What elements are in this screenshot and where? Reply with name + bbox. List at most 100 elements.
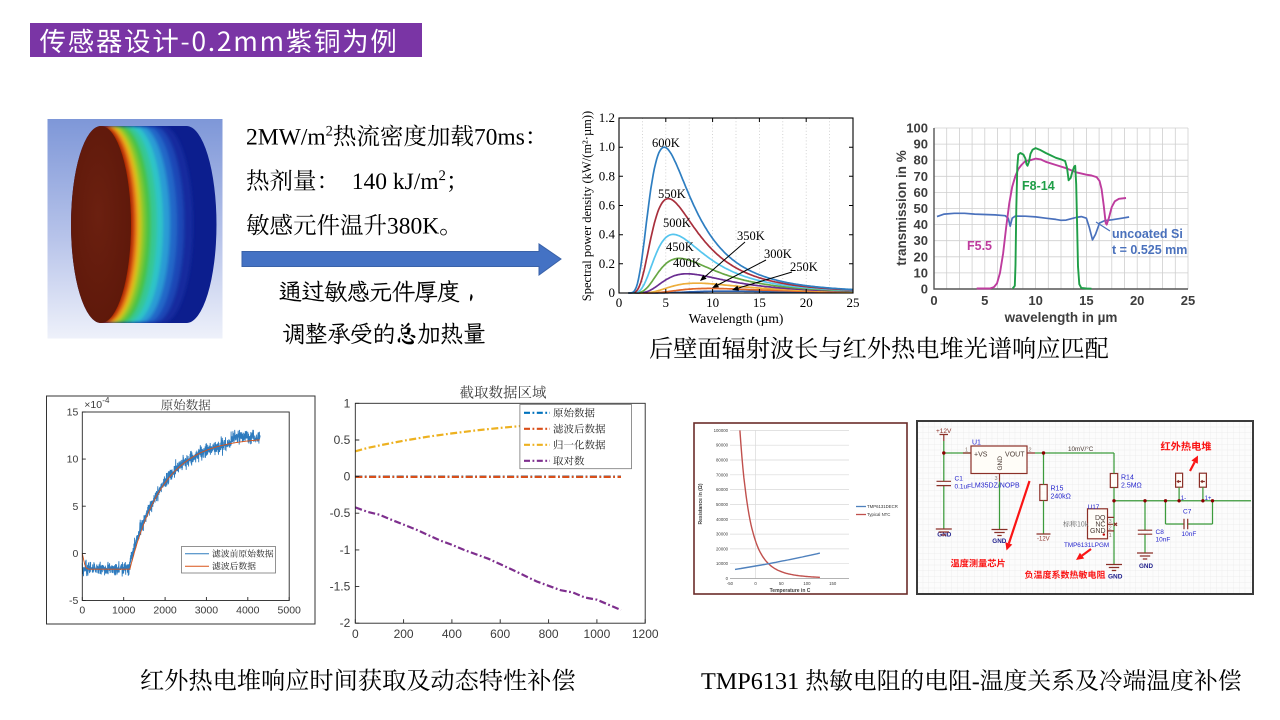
svg-text:-1: -1: [340, 543, 351, 557]
svg-text:500K: 500K: [663, 216, 691, 230]
svg-text:15: 15: [753, 295, 766, 310]
svg-text:0: 0: [616, 295, 623, 310]
svg-text:GND: GND: [1139, 563, 1153, 570]
svg-text:+12V: +12V: [936, 428, 952, 435]
svg-text:1.0: 1.0: [599, 139, 615, 154]
svg-text:200: 200: [394, 627, 414, 641]
svg-text:60000: 60000: [716, 487, 729, 492]
svg-text:1: 1: [1109, 533, 1112, 539]
svg-text:VOUT: VOUT: [1005, 452, 1025, 459]
svg-text:-4: -4: [102, 396, 110, 405]
svg-text:2: 2: [1109, 526, 1112, 532]
svg-text:×10: ×10: [84, 399, 102, 411]
svg-text:0: 0: [726, 576, 729, 581]
svg-text:100: 100: [906, 121, 928, 136]
svg-text:0: 0: [930, 293, 937, 308]
svg-text:15: 15: [67, 407, 79, 419]
svg-text:5000: 5000: [278, 605, 302, 617]
svg-text:10: 10: [67, 454, 79, 466]
svg-text:0.8: 0.8: [599, 168, 615, 183]
svg-text:30: 30: [914, 233, 928, 248]
svg-text:C8: C8: [1156, 529, 1165, 536]
svg-text:GND: GND: [997, 456, 1004, 471]
svg-text:400K: 400K: [673, 256, 701, 270]
svg-text:15: 15: [1079, 293, 1093, 308]
svg-text:wavelength in µm: wavelength in µm: [1004, 310, 1118, 325]
svg-text:U17: U17: [1088, 504, 1100, 511]
svg-text:R15: R15: [1051, 486, 1064, 493]
svg-text:3: 3: [1109, 519, 1112, 525]
svg-text:50: 50: [779, 581, 784, 586]
svg-text:F5.5: F5.5: [967, 239, 992, 253]
svg-text:300K: 300K: [764, 247, 792, 261]
svg-text:600: 600: [490, 627, 510, 641]
svg-text:C1: C1: [955, 476, 964, 483]
svg-text:0: 0: [609, 285, 616, 300]
svg-text:1: 1: [965, 448, 968, 454]
svg-text:40: 40: [914, 217, 928, 232]
svg-text:-2: -2: [340, 616, 351, 630]
svg-text:0: 0: [344, 470, 351, 484]
svg-text:800: 800: [539, 627, 559, 641]
svg-text:240kΩ: 240kΩ: [1051, 494, 1071, 501]
svg-text:+VS: +VS: [974, 452, 988, 459]
svg-text:GND: GND: [1090, 528, 1106, 535]
svg-text:0: 0: [352, 627, 359, 641]
svg-text:20: 20: [914, 249, 928, 264]
svg-text:10: 10: [706, 295, 719, 310]
svg-text:R14: R14: [1121, 475, 1134, 482]
svg-text:1-: 1-: [1181, 496, 1186, 502]
svg-text:5: 5: [663, 295, 670, 310]
svg-text:Resistance in (Ω): Resistance in (Ω): [698, 483, 704, 524]
svg-text:10: 10: [914, 265, 928, 280]
svg-text:3000: 3000: [195, 605, 219, 617]
svg-text:0: 0: [921, 282, 928, 297]
svg-text:0.5: 0.5: [334, 433, 351, 447]
svg-text:80000: 80000: [716, 458, 729, 463]
svg-text:1.2: 1.2: [599, 110, 615, 125]
svg-text:40000: 40000: [716, 517, 729, 522]
svg-text:-50: -50: [727, 581, 734, 586]
svg-text:0: 0: [79, 605, 85, 617]
svg-text:2000: 2000: [153, 605, 177, 617]
svg-text:0.1uF: 0.1uF: [955, 484, 972, 491]
svg-text:Temperature in C: Temperature in C: [770, 588, 811, 594]
svg-text:5: 5: [981, 293, 988, 308]
svg-text:4000: 4000: [236, 605, 260, 617]
svg-text:20000: 20000: [716, 546, 729, 551]
svg-text:25: 25: [847, 295, 860, 310]
svg-text:-1.5: -1.5: [330, 580, 351, 594]
svg-text:U1: U1: [972, 440, 981, 447]
svg-text:50000: 50000: [716, 502, 729, 507]
svg-text:100000: 100000: [714, 428, 729, 433]
svg-text:30000: 30000: [716, 532, 729, 537]
svg-text:1000: 1000: [584, 627, 611, 641]
svg-text:C7: C7: [1183, 509, 1192, 516]
svg-text:0: 0: [72, 548, 78, 560]
svg-text:uncoated Si: uncoated Si: [1112, 227, 1183, 241]
svg-text:0.2: 0.2: [599, 256, 615, 271]
svg-text:1+: 1+: [1205, 496, 1212, 502]
svg-text:10nF: 10nF: [1182, 531, 1197, 538]
svg-text:100: 100: [803, 581, 811, 586]
svg-text:LM35DZ/NOPB: LM35DZ/NOPB: [971, 483, 1020, 490]
svg-text:550K: 550K: [658, 187, 686, 201]
svg-text:0.6: 0.6: [599, 198, 616, 213]
svg-text:TMP6131DECR: TMP6131DECR: [867, 504, 898, 509]
svg-text:350K: 350K: [737, 229, 765, 243]
svg-text:0.4: 0.4: [599, 227, 616, 242]
svg-text:DQ: DQ: [1095, 515, 1106, 522]
svg-text:0: 0: [754, 581, 757, 586]
svg-text:Wavelength (µm): Wavelength (µm): [689, 311, 784, 326]
svg-text:10000: 10000: [716, 561, 729, 566]
svg-text:Typical NTC: Typical NTC: [867, 512, 890, 517]
svg-text:90: 90: [914, 137, 928, 152]
svg-text:F8-14: F8-14: [1022, 179, 1055, 193]
svg-text:2: 2: [1029, 448, 1032, 454]
svg-text:10: 10: [1028, 293, 1042, 308]
svg-text:90000: 90000: [716, 443, 729, 448]
svg-text:60: 60: [914, 185, 928, 200]
svg-text:3: 3: [995, 476, 998, 482]
svg-text:70000: 70000: [716, 472, 729, 477]
svg-text:NC: NC: [1095, 521, 1105, 528]
